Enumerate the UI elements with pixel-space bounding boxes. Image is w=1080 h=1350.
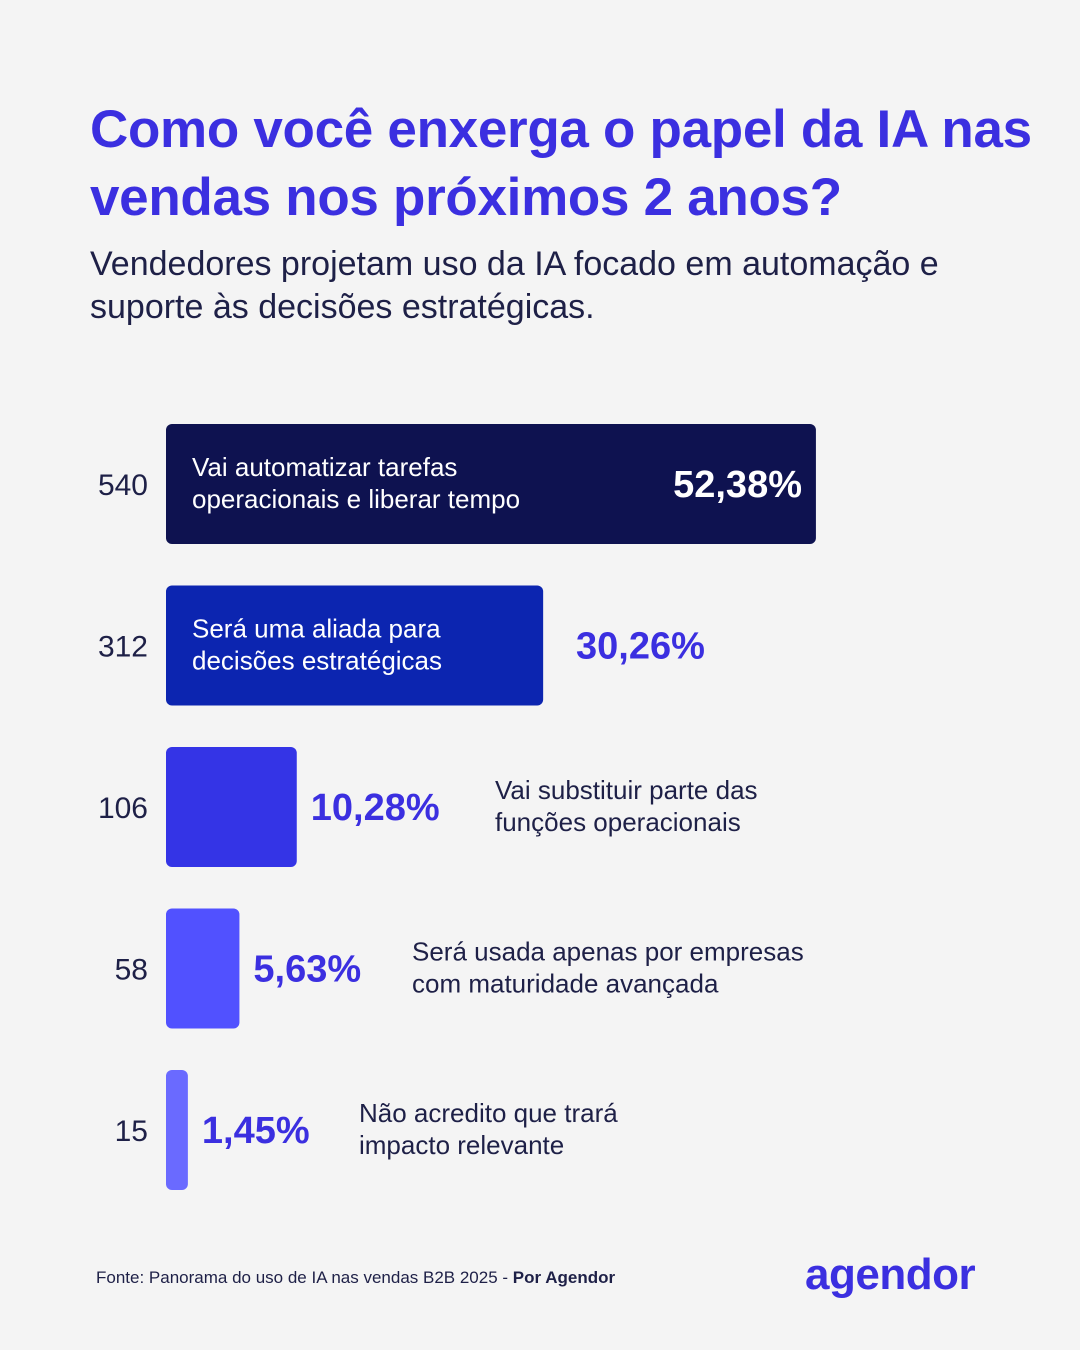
bar-chart: 540 52,38% Vai automatizar tarefasoperacio… bbox=[98, 424, 816, 1190]
count-label-1: 540 bbox=[98, 469, 148, 502]
chart-title: Como você enxerga o papel da IA nas vend… bbox=[90, 100, 1032, 227]
category-label-1-line-2: operacionais e liberar tempo bbox=[192, 484, 520, 514]
chart-subtitle: Vendedores projetam uso da IA focado em … bbox=[90, 245, 939, 326]
category-label-3-line-1: Vai substituir parte das bbox=[495, 775, 758, 805]
count-label-3: 106 bbox=[98, 792, 148, 825]
category-label-5-line-1: Não acredito que trará bbox=[359, 1098, 618, 1128]
category-label-4-line-1: Será usada apenas por empresas bbox=[412, 937, 804, 967]
bar-3 bbox=[166, 747, 297, 867]
percent-label-4: 5,63% bbox=[253, 949, 361, 991]
category-label-4-line-2: com maturidade avançada bbox=[412, 969, 719, 999]
bar-1 bbox=[166, 424, 816, 544]
bar-2 bbox=[166, 585, 544, 706]
source-text: Fonte: Panorama do uso de IA nas vendas … bbox=[96, 1268, 513, 1287]
source-author: Por Agendor bbox=[512, 1268, 616, 1287]
bar-4 bbox=[166, 908, 240, 1029]
count-label-5: 15 bbox=[115, 1115, 148, 1148]
percent-label-3: 10,28% bbox=[311, 787, 440, 829]
percent-label-1: 52,38% bbox=[673, 464, 802, 506]
category-label-3-line-2: funções operacionais bbox=[495, 807, 741, 837]
bar-5 bbox=[166, 1070, 188, 1190]
category-label-2-line-1: Será uma aliada para bbox=[192, 614, 441, 644]
percent-label-5: 1,45% bbox=[202, 1110, 310, 1152]
count-label-2: 312 bbox=[98, 631, 148, 664]
agendor-logo: agendor bbox=[805, 1250, 976, 1299]
percent-label-2: 30,26% bbox=[576, 626, 705, 668]
source-note: Fonte: Panorama do uso de IA nas vendas … bbox=[96, 1268, 615, 1288]
category-label-2-line-2: decisões estratégicas bbox=[192, 646, 442, 676]
count-label-4: 58 bbox=[115, 954, 148, 987]
category-label-5-line-2: impacto relevante bbox=[359, 1130, 564, 1160]
category-label-1-line-1: Vai automatizar tarefas bbox=[192, 452, 457, 482]
